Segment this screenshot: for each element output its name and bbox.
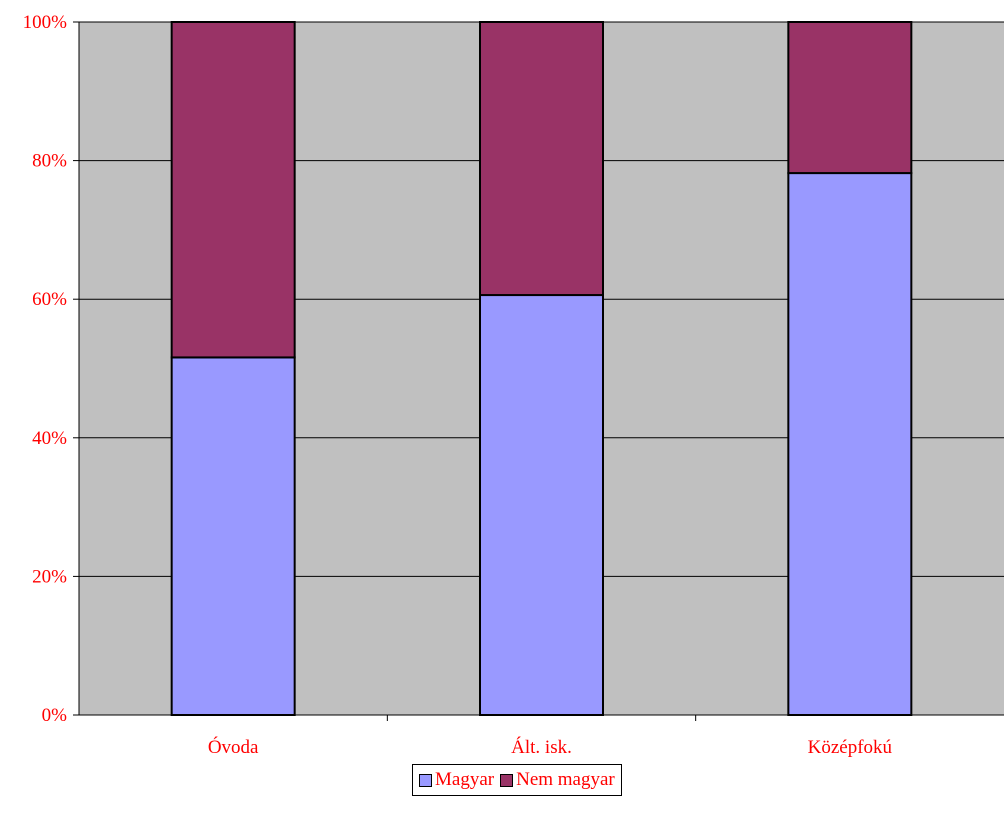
bar-nem-magyar [170,21,296,359]
bar-magyar [170,356,296,716]
axes [78,22,1004,716]
stacked-bar-chart: 0% 20% 40% 60% 80% 100% Óvoda Ált. isk. Középfo… [23,12,1004,758]
legend-swatch-magyar [419,773,432,787]
legend: Magyar Nem magyar [412,764,622,796]
y-tick-label: 100% [23,12,68,33]
y-tick-label: 0% [42,705,68,726]
bar-magyar [787,172,913,717]
x-tick-label: Óvoda [208,736,259,758]
legend-item-nem-magyar: Nem magyar [500,769,615,791]
x-axis-ticks: Óvoda Ált. isk. Középfokú [208,715,893,758]
y-tick-label: 20% [32,566,67,587]
y-axis-ticks: 0% 20% 40% 60% 80% 100% [23,12,79,726]
bar-nem-magyar [787,21,913,175]
legend-label-nem-magyar: Nem magyar [516,769,615,790]
legend-label-magyar: Magyar [435,769,495,790]
bars [170,21,913,717]
legend-swatch-nem-magyar [500,773,514,787]
x-tick-label: Ált. isk. [511,736,572,758]
legend-item-magyar: Magyar [419,769,494,791]
y-tick-label: 40% [32,428,67,449]
y-tick-label: 60% [32,289,67,310]
y-tick-label: 80% [32,151,67,172]
x-tick-label: Középfokú [808,737,893,758]
bar-nem-magyar [479,21,604,297]
bar-magyar [479,294,604,716]
